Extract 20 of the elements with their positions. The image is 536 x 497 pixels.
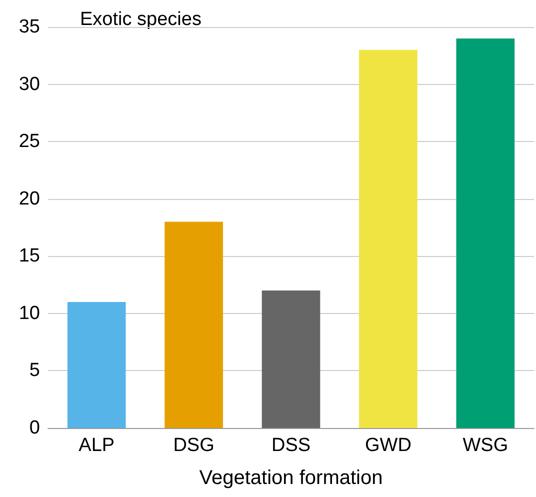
x-tick-label: DSS <box>271 435 311 456</box>
x-axis-title: Vegetation formation <box>199 467 383 489</box>
y-tick-label: 5 <box>29 360 40 382</box>
y-tick-label: 20 <box>18 188 40 210</box>
y-tick-label: 25 <box>18 131 40 152</box>
bar <box>456 38 515 428</box>
y-tick-label: 10 <box>18 302 40 324</box>
y-tick-label: 30 <box>18 74 40 95</box>
y-tick-label: 35 <box>18 16 40 38</box>
x-tick-label: WSG <box>462 435 508 456</box>
x-tick-label: GWD <box>364 435 412 456</box>
bar <box>262 290 320 428</box>
y-tick-label: 15 <box>18 246 40 267</box>
bar <box>359 50 418 428</box>
annotation: Exotic species <box>80 9 202 30</box>
bar <box>164 222 223 428</box>
bar <box>67 302 126 428</box>
x-tick-label: DSG <box>173 435 214 456</box>
x-tick-label: ALP <box>78 435 115 456</box>
y-tick-label: 0 <box>29 418 40 438</box>
